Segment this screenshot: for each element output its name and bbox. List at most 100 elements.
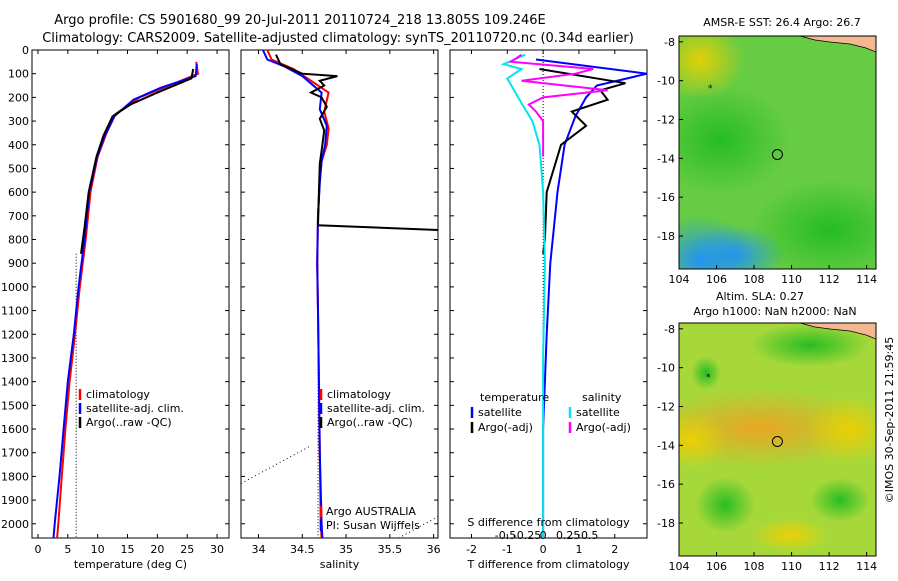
- sla-eddy-northwest: [691, 356, 721, 390]
- map-x-tick-label: 104: [669, 560, 690, 573]
- sla-yellow-west: [679, 410, 730, 470]
- sla-map-frame: [678, 322, 877, 557]
- salinity-x-axis-label: salinity: [320, 558, 360, 571]
- temperature-panel: 0100200300400500600700800900100011001200…: [1, 44, 230, 571]
- x-tick-label: -1: [502, 543, 513, 556]
- sla-star-icon: *: [706, 373, 711, 383]
- x-tick-label: -2: [466, 543, 477, 556]
- map-y-tick-label: -18: [657, 517, 675, 530]
- difference-x-axis-label: T difference from climatology: [467, 558, 630, 571]
- depth-tick-label: 500: [8, 162, 29, 175]
- sst-cool-patch-2: [685, 225, 785, 269]
- legend-label: satellite-adj. clim.: [86, 402, 184, 415]
- map-x-tick-label: 114: [856, 273, 877, 286]
- depth-tick-label: 1300: [1, 352, 29, 365]
- salinity-series-line: [261, 49, 328, 539]
- legend-label: Argo(..raw -QC): [327, 416, 413, 429]
- depth-tick-label: 1500: [1, 399, 29, 412]
- x-tick-label: 25: [180, 543, 194, 556]
- depth-tick-label: 900: [8, 257, 29, 270]
- temperature-series-line: [80, 68, 195, 254]
- depth-tick-label: 2000: [1, 518, 29, 531]
- x-tick-label: 20: [150, 543, 164, 556]
- map-y-tick-label: -8: [664, 36, 675, 49]
- x-tick-label: 10: [91, 543, 105, 556]
- depth-tick-label: 200: [8, 91, 29, 104]
- profile-plots: 0100200300400500600700800900100011001200…: [1, 44, 648, 571]
- legend-title-temperature: temperature: [480, 391, 549, 404]
- map-y-tick-label: -10: [657, 362, 675, 375]
- depth-tick-label: 600: [8, 186, 29, 199]
- map-y-tick-label: -12: [657, 113, 675, 126]
- legend-label: satellite: [576, 406, 620, 419]
- sla-yellow-east: [805, 395, 876, 465]
- map-x-tick-label: 104: [669, 273, 690, 286]
- annotation-text: PI: Susan Wijffels: [326, 519, 420, 532]
- map-y-tick-label: -16: [657, 478, 675, 491]
- map-x-tick-label: 108: [744, 560, 765, 573]
- x-tick-label: 34: [252, 543, 266, 556]
- temperature-x-axis-label: temperature (deg C): [74, 558, 187, 571]
- sla-eddy-southeast: [810, 478, 870, 522]
- sla-map-axes: 104 106 108 110 112 114 -8 -10 -12 -14 -16 -18: [657, 323, 877, 573]
- x-tick-label: 34.5: [290, 543, 315, 556]
- sst-green-patch: [679, 85, 790, 195]
- temperature-axes-frame: [31, 49, 230, 539]
- depth-tick-label: 0: [22, 44, 29, 57]
- credit-stamp: ©IMOS 30-Sep-2011 21:59:45: [883, 337, 896, 503]
- map-x-tick-label: 110: [781, 560, 802, 573]
- x-tick-label: 35.5: [378, 543, 403, 556]
- depth-tick-label: 1700: [1, 447, 29, 460]
- map-y-tick-label: -14: [657, 152, 675, 165]
- difference-series-line: [539, 68, 626, 254]
- s-tick-label: 0: [540, 529, 547, 542]
- sla-map-subtitle: Argo h1000: NaN h2000: NaN: [693, 305, 856, 318]
- legend-label: satellite-adj. clim.: [327, 402, 425, 415]
- s-tick-label: -0.25: [513, 529, 541, 542]
- x-tick-label: 36: [427, 543, 441, 556]
- map-x-tick-label: 112: [819, 273, 840, 286]
- depth-tick-label: 700: [8, 210, 29, 223]
- map-x-tick-label: 106: [706, 560, 727, 573]
- legend-label: Argo(-adj): [478, 421, 533, 434]
- map-y-tick-label: -16: [657, 191, 675, 204]
- figure-title-line2: Climatology: CARS2009. Satellite-adjuste…: [42, 31, 634, 46]
- sst-map-frame: [678, 35, 877, 270]
- legend-label: climatology: [86, 388, 150, 401]
- difference-series-line: [500, 53, 546, 538]
- difference-panel: -2 -1 0 1 2 T difference from climatology temp…: [449, 49, 648, 571]
- depth-tick-label: 1200: [1, 328, 29, 341]
- sla-map-title: Altim. SLA: 0.27: [716, 290, 804, 303]
- depth-tick-label: 1000: [1, 281, 29, 294]
- legend-title-salinity: salinity: [582, 391, 622, 404]
- depth-tick-label: 1600: [1, 423, 29, 436]
- map-y-tick-label: -12: [657, 400, 675, 413]
- sst-land-java: [799, 36, 876, 53]
- figure-title-line1: Argo profile: CS 5901680_99 20-Jul-2011 …: [54, 13, 545, 28]
- sla-land-java: [799, 323, 876, 340]
- s-tick-label: -0.5: [495, 529, 516, 542]
- map-y-tick-label: -18: [657, 230, 675, 243]
- depth-tick-label: 1900: [1, 494, 29, 507]
- map-x-tick-label: 110: [781, 273, 802, 286]
- difference-series-line: [507, 53, 608, 157]
- sla-green-north: [750, 323, 870, 367]
- x-tick-label: 2: [611, 543, 618, 556]
- depth-tick-label: 1400: [1, 376, 29, 389]
- sst-map: AMSR-E SST: 26.4 Argo: 26.7 104 106 108 110…: [657, 16, 877, 286]
- map-x-tick-label: 108: [744, 273, 765, 286]
- depth-tick-label: 300: [8, 115, 29, 128]
- sla-eddy-southwest: [695, 477, 755, 533]
- s-tick-label: 0.25: [556, 529, 581, 542]
- legend-label: climatology: [327, 388, 391, 401]
- map-x-tick-label: 106: [706, 273, 727, 286]
- depth-tick-label: 1100: [1, 305, 29, 318]
- legend-label: satellite: [478, 406, 522, 419]
- annotation-text: Argo AUSTRALIA: [326, 505, 416, 518]
- x-tick-label: 15: [121, 543, 135, 556]
- x-tick-label: 1: [575, 543, 582, 556]
- map-x-tick-label: 114: [856, 560, 877, 573]
- sst-map-axes: 104 106 108 110 112 114 -8 -10 -12 -14 -16 -18: [657, 36, 877, 286]
- map-y-tick-label: -14: [657, 439, 675, 452]
- sla-map: Altim. SLA: 0.27 Argo h1000: NaN h2000: …: [657, 290, 877, 573]
